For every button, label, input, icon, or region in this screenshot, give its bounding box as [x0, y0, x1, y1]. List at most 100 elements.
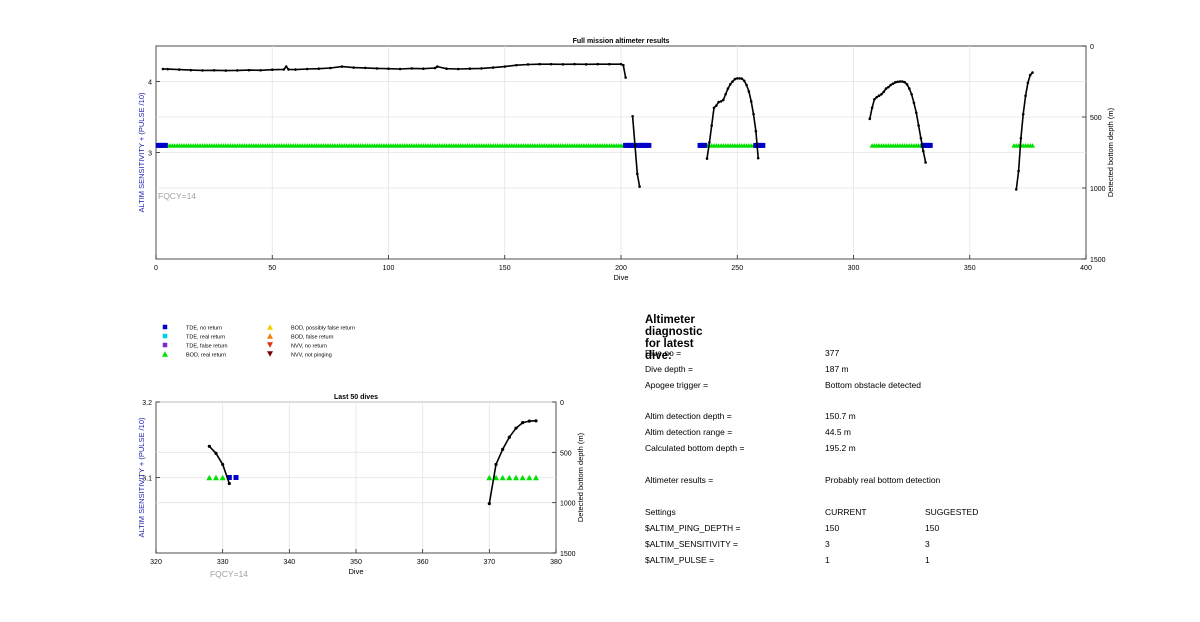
full-mission-depth-point	[584, 63, 588, 66]
legend-bod-possibly-false-label: BOD, possibly false return	[291, 326, 355, 332]
full-mission-bod-real-return-marker	[1030, 143, 1036, 148]
full-mission-depth-point	[887, 85, 890, 89]
full-mission-depth-point	[294, 68, 297, 71]
full-mission-depth-point	[1026, 81, 1030, 85]
full-mission-y-axis-label: ALTIM SENSITIVITY + (PULSE /10)	[137, 92, 146, 212]
legend-nvv-no-return-marker	[267, 342, 273, 348]
full-mission-x-tick-label: 100	[383, 265, 395, 272]
full-mission-depth-point	[259, 68, 262, 72]
last-50-x-tick-label: 370	[483, 559, 495, 566]
full-mission-depth-point	[868, 117, 872, 121]
full-mission-depth-point	[724, 92, 727, 96]
full-mission-depth-point	[735, 77, 739, 80]
full-mission-depth-point	[526, 63, 530, 66]
full-mission-depth-point	[905, 83, 909, 86]
last-50-fqcy-annotation: FQCY=14	[210, 569, 248, 579]
full-mission-depth-point	[638, 185, 641, 188]
setting-pulse-current: 1	[825, 555, 830, 565]
full-mission-depth-point	[608, 62, 611, 66]
suggested-header: SUGGESTED	[925, 507, 979, 517]
full-mission-depth-point	[726, 87, 730, 90]
last-50-bod-real-return-marker	[533, 474, 539, 481]
full-mission-depth-point	[754, 129, 758, 133]
full-mission-x-tick-label: 300	[848, 265, 860, 272]
full-mission-depth-point	[619, 62, 623, 66]
full-mission-x-tick-label: 50	[268, 265, 276, 272]
legend-tde-real-return-marker	[162, 333, 168, 339]
full-mission-depth-point	[177, 68, 181, 71]
setting-pulse-suggested: 1	[925, 555, 930, 565]
dive-no-value: 377	[825, 348, 840, 358]
full-mission-depth-point	[161, 67, 165, 71]
full-mission-depth-point	[914, 111, 918, 115]
legend-bod-false-return-marker	[267, 333, 273, 339]
last-50-bod-real-return-marker	[219, 474, 226, 481]
full-mission-depth-point	[538, 62, 541, 66]
full-mission-depth-point	[756, 156, 760, 160]
full-mission-depth-point	[722, 98, 725, 102]
legend-nvv-not-pinging-label: NVV, not pinging	[291, 353, 332, 359]
full-mission-depth-point	[456, 67, 460, 71]
settings-label: Settings	[645, 507, 676, 517]
full-mission-depth-point	[912, 101, 916, 105]
full-mission-depth-point	[287, 68, 290, 71]
full-mission-depth-point	[877, 94, 881, 97]
full-mission-depth-point	[917, 124, 920, 127]
last-50-y2-tick-label: 500	[560, 450, 572, 457]
full-mission-depth-point	[596, 62, 600, 66]
full-mission-depth-point	[908, 87, 911, 90]
last-50-bod-real-return-marker	[506, 474, 513, 481]
legend-tde-no-return-marker	[162, 324, 168, 330]
last-50-y-tick-label: 3.2	[142, 400, 152, 407]
last-50-bod-real-return-marker	[519, 474, 526, 481]
full-mission-depth-point	[387, 67, 390, 71]
full-mission-depth-point	[549, 62, 553, 66]
full-mission-depth-point	[622, 63, 625, 67]
full-mission-depth-point	[717, 100, 720, 104]
setting-ping-depth-current: 150	[825, 523, 840, 533]
full-mission-depth-point	[352, 66, 355, 69]
full-mission-depth-point	[224, 69, 228, 72]
full-mission-tde-no-return-marker	[646, 142, 652, 148]
full-mission-y2-axis-label: Detected bottom depth (m)	[1106, 107, 1115, 197]
full-mission-depth-point	[633, 144, 637, 147]
legend-tde-false-return-label: TDE, false return	[186, 344, 228, 350]
full-mission-depth-point	[752, 112, 755, 116]
last-50-depth-point	[487, 502, 491, 506]
last-50-depth-point	[507, 435, 511, 439]
last-50-depth-point	[514, 426, 518, 430]
dive-depth-label: Dive depth =	[645, 364, 693, 374]
full-mission-depth-point	[708, 141, 711, 144]
last-50-depth-point	[227, 481, 231, 486]
full-mission-depth-point	[631, 114, 634, 118]
full-mission-y-tick-label: 4	[148, 80, 152, 87]
last-50-y-axis-label: ALTIM SENSITIVITY + (PULSE /10)	[137, 417, 146, 537]
full-mission-depth-line	[1015, 72, 1034, 190]
apogee-trigger-label: Apogee trigger =	[645, 380, 709, 390]
full-mission-x-tick-label: 200	[615, 265, 627, 272]
full-mission-x-tick-label: 350	[964, 265, 976, 272]
full-mission-tde-no-return-marker	[702, 142, 708, 148]
full-mission-y2-tick-label: 500	[1090, 115, 1102, 122]
full-mission-depth-point	[870, 106, 874, 110]
last-50-y-tick-label: 3.1	[142, 476, 152, 483]
current-header: CURRENT	[825, 507, 867, 517]
last-50-x-tick-label: 320	[150, 559, 162, 566]
full-mission-depth-point	[398, 67, 402, 71]
last-50-depth-point	[207, 444, 211, 448]
altim-detection-range-label: Altim detection range =	[645, 427, 733, 437]
full-mission-depth-point	[921, 149, 925, 153]
legend-bod-false-return-label: BOD, false return	[291, 335, 334, 341]
full-mission-depth-point	[445, 67, 448, 71]
full-mission-chart-title: Full mission altimeter results	[573, 38, 670, 45]
full-mission-depth-line	[162, 63, 627, 78]
last-50-x-tick-label: 360	[417, 559, 429, 566]
full-mission-y2-tick-label: 1500	[1090, 257, 1106, 264]
full-mission-depth-point	[875, 95, 879, 99]
legend-bod-possibly-false-marker	[267, 324, 273, 330]
full-mission-depth-point	[573, 62, 576, 66]
full-mission-depth-point	[710, 124, 713, 127]
altim-detection-depth-value: 150.7 m	[825, 411, 856, 421]
full-mission-depth-point	[919, 137, 923, 140]
